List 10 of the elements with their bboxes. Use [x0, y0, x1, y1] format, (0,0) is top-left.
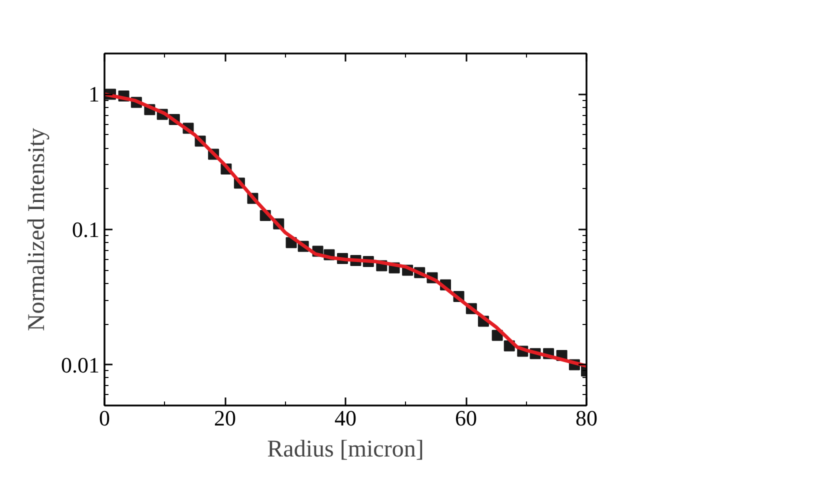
- x-axis-title: Radius [micron]: [267, 436, 424, 462]
- y-axis-title: Normalized Intensity: [24, 128, 50, 332]
- y-tick-label: 0.01: [61, 352, 100, 378]
- x-tick-label: 60: [455, 406, 477, 430]
- x-tick-label: 40: [334, 406, 356, 430]
- x-tick-label: 0: [99, 406, 110, 430]
- x-tick-label: 80: [576, 406, 598, 430]
- y-tick-label: 1: [88, 82, 100, 107]
- x-tick-label: 20: [214, 406, 236, 430]
- y-tick-label: 0.1: [72, 217, 100, 242]
